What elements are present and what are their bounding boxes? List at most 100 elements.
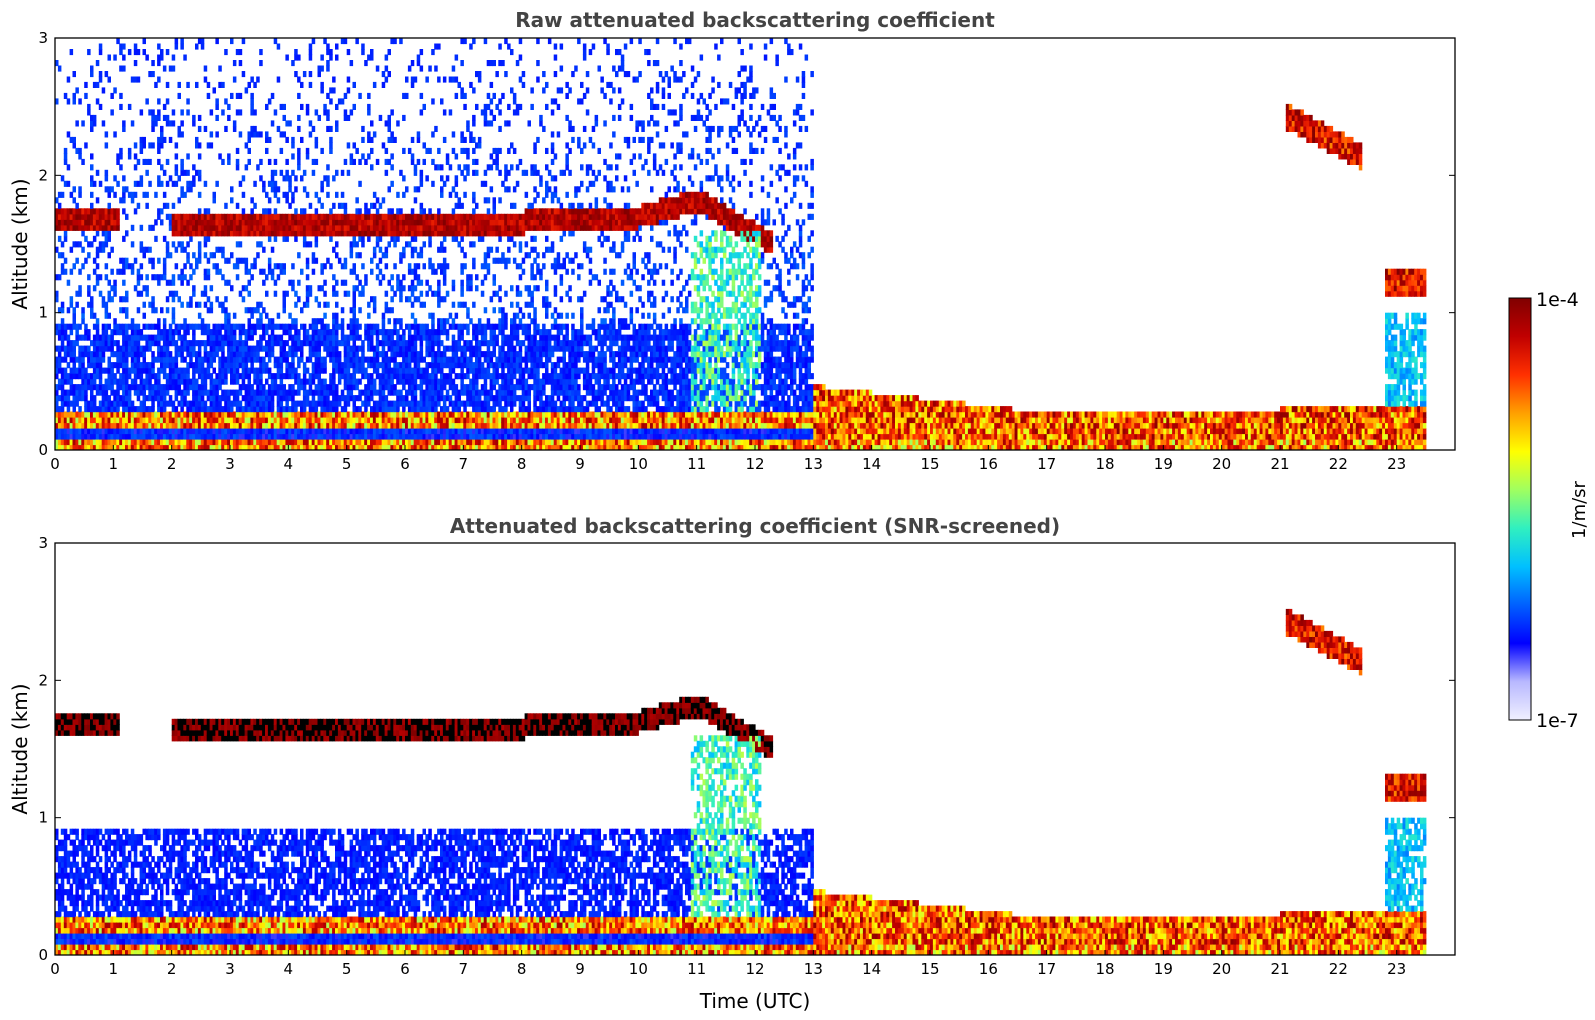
heatmap-cell <box>247 406 251 413</box>
heatmap-cell <box>218 444 222 450</box>
heatmap-cell <box>396 219 400 226</box>
heatmap-cell <box>119 307 123 314</box>
heatmap-cell <box>282 323 286 330</box>
heatmap-cell <box>314 235 319 242</box>
heatmap-cell <box>273 417 278 424</box>
heatmap-cell <box>448 433 453 440</box>
heatmap-cell <box>200 422 205 429</box>
heatmap-cell <box>320 329 324 336</box>
heatmap-cell <box>66 164 71 171</box>
heatmap-cell <box>87 444 91 450</box>
heatmap-cell <box>265 213 269 220</box>
heatmap-cell <box>437 164 441 171</box>
heatmap-cell <box>454 191 459 198</box>
heatmap-cell <box>136 362 141 369</box>
heatmap-cell <box>72 373 76 380</box>
heatmap-cell <box>428 208 432 215</box>
heatmap-cell <box>475 395 479 402</box>
heatmap-cell <box>63 373 68 380</box>
heatmap-cell <box>95 373 100 380</box>
heatmap-cell <box>419 406 424 413</box>
heatmap-cell <box>92 235 97 242</box>
heatmap-cell <box>419 279 424 286</box>
heatmap-cell <box>192 417 196 424</box>
heatmap-cell <box>192 422 196 429</box>
heatmap-cell <box>177 175 181 182</box>
heatmap-cell <box>302 428 307 435</box>
heatmap-cell <box>206 307 211 314</box>
heatmap-cell <box>157 208 161 215</box>
heatmap-cell <box>340 340 345 347</box>
heatmap-cell <box>279 417 284 424</box>
heatmap-cell <box>352 296 356 303</box>
heatmap-cell <box>428 439 432 446</box>
heatmap-cell <box>402 417 406 424</box>
heatmap-cell <box>224 362 228 369</box>
heatmap-cell <box>72 92 76 99</box>
heatmap-cell <box>180 422 184 429</box>
heatmap-cell <box>90 417 94 424</box>
heatmap-cell <box>477 71 482 78</box>
heatmap-cell <box>361 345 365 352</box>
heatmap-cell <box>370 389 374 396</box>
heatmap-cell <box>477 389 482 396</box>
heatmap-cell <box>349 444 354 450</box>
heatmap-cell <box>370 164 374 171</box>
heatmap-cell <box>367 219 371 226</box>
heatmap-cell <box>197 351 202 358</box>
heatmap-cell <box>349 241 354 248</box>
heatmap-cell <box>160 411 164 418</box>
heatmap-cell <box>323 334 327 341</box>
heatmap-cell <box>480 439 485 446</box>
heatmap-cell <box>174 362 179 369</box>
heatmap-cell <box>168 175 173 182</box>
heatmap-cell <box>486 362 491 369</box>
heatmap-cell <box>302 400 307 407</box>
heatmap-cell <box>294 208 298 215</box>
heatmap-cell <box>238 329 243 336</box>
heatmap-cell <box>232 362 237 369</box>
heatmap-cell <box>463 433 467 440</box>
heatmap-cell <box>288 120 292 127</box>
heatmap-cell <box>486 213 491 220</box>
heatmap-cell <box>320 81 324 88</box>
heatmap-cell <box>472 400 476 407</box>
heatmap-cell <box>192 323 196 330</box>
heatmap-cell <box>256 422 260 429</box>
heatmap-cell <box>472 395 476 402</box>
heatmap-cell <box>396 318 400 325</box>
heatmap-cell <box>477 345 482 352</box>
heatmap-cell <box>340 406 345 413</box>
heatmap-cell <box>87 384 91 391</box>
heatmap-cell <box>291 334 295 341</box>
heatmap-cell <box>358 444 362 450</box>
heatmap-cell <box>177 422 181 429</box>
heatmap-cell <box>326 43 330 50</box>
heatmap-cell <box>422 158 426 165</box>
heatmap-cell <box>148 411 152 418</box>
heatmap-cell <box>133 323 138 330</box>
heatmap-cell <box>384 356 389 363</box>
heatmap-cell <box>270 373 275 380</box>
heatmap-cell <box>203 406 208 413</box>
heatmap-cell <box>192 389 196 396</box>
heatmap-cell <box>370 334 374 341</box>
heatmap-cell <box>308 219 313 226</box>
heatmap-cell <box>332 202 336 209</box>
heatmap-cell <box>475 433 479 440</box>
heatmap-cell <box>250 444 254 450</box>
heatmap-cell <box>107 340 111 347</box>
heatmap-cell <box>227 411 231 418</box>
heatmap-cell <box>57 323 62 330</box>
heatmap-cell <box>60 439 65 446</box>
heatmap-cell <box>177 213 181 220</box>
heatmap-cell <box>413 224 418 231</box>
heatmap-cell <box>244 285 249 292</box>
heatmap-cell <box>148 109 152 116</box>
heatmap-cell <box>390 422 394 429</box>
heatmap-cell <box>238 406 243 413</box>
heatmap-cell <box>343 428 348 435</box>
heatmap-cell <box>352 263 356 270</box>
heatmap-cell <box>402 246 406 253</box>
heatmap-cell <box>419 367 424 374</box>
